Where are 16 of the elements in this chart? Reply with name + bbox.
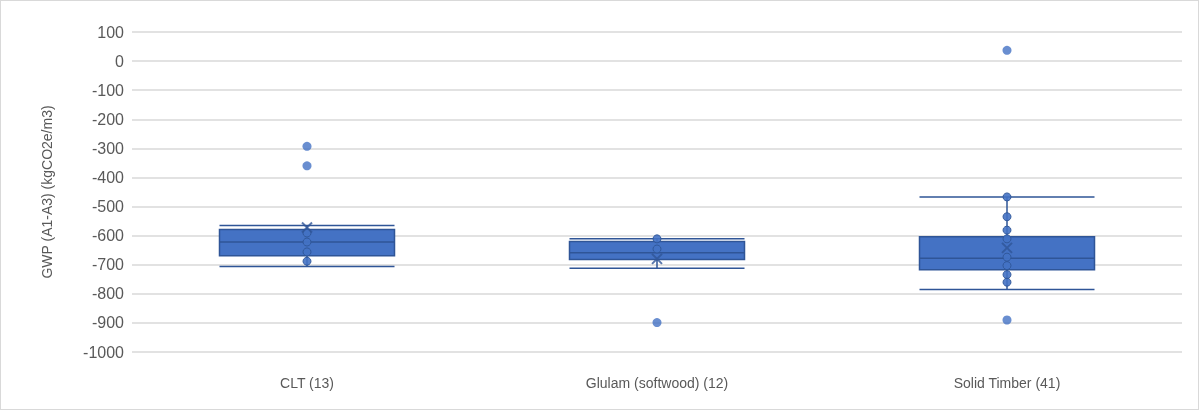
y-tick-label: -700 bbox=[91, 256, 125, 274]
y-tick-label: -400 bbox=[91, 168, 125, 186]
x-tick-label: CLT (13) bbox=[280, 375, 334, 391]
x-tick-label: Glulam (softwood) (12) bbox=[585, 375, 729, 391]
y-tick-label: -500 bbox=[91, 198, 125, 216]
y-tick-label: -900 bbox=[91, 314, 125, 332]
y-tick-label: -800 bbox=[91, 285, 125, 303]
y-tick-label: -600 bbox=[91, 227, 125, 245]
y-tick-label: -200 bbox=[91, 110, 125, 128]
y-tick-label: -1000 bbox=[83, 343, 125, 361]
x-tick-label: Solid Timber (41) bbox=[953, 375, 1061, 391]
y-tick-label: 0 bbox=[115, 52, 125, 70]
y-axis-title: GWP (A1-A3) (kgCO2e/m3) bbox=[39, 105, 55, 279]
y-tick-label: -300 bbox=[91, 139, 125, 157]
y-tick-label: 100 bbox=[97, 23, 125, 41]
y-tick-label: -100 bbox=[91, 81, 125, 99]
